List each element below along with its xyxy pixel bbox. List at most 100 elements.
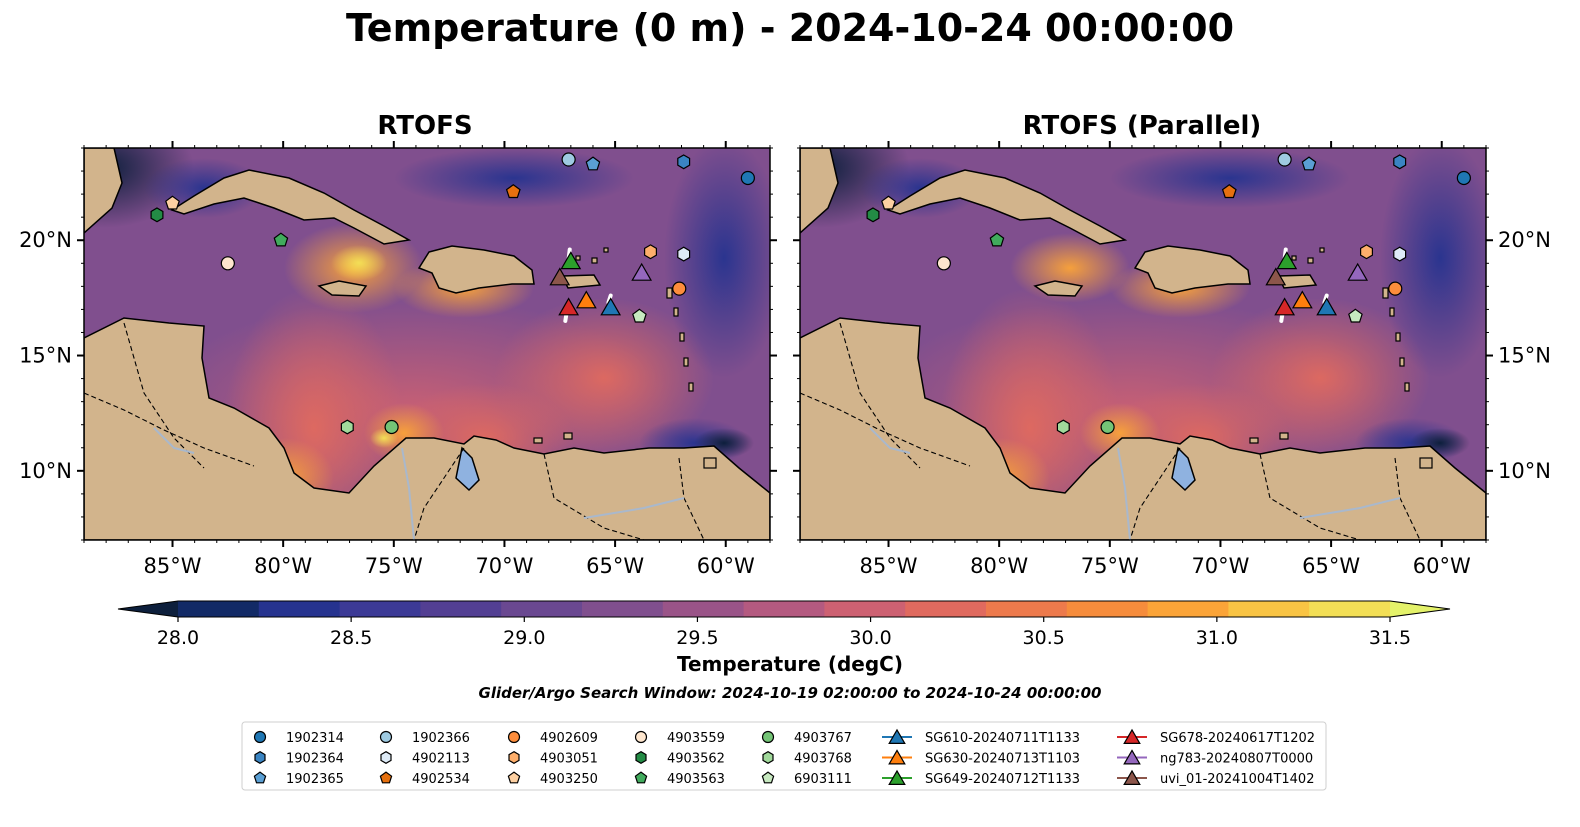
legend-float-label: 4903250 bbox=[540, 772, 598, 787]
float-marker bbox=[881, 195, 896, 210]
float-marker bbox=[340, 419, 354, 435]
legend-glider-marker bbox=[1123, 728, 1141, 745]
legend-float-label: 4903563 bbox=[667, 772, 725, 787]
lon-tick-label: 85°W bbox=[144, 554, 202, 578]
float-marker bbox=[677, 154, 691, 170]
float-marker bbox=[643, 244, 658, 260]
float-marker bbox=[677, 246, 691, 262]
legend: 1902314 1902364 1902365 1902366 4902113 49025… bbox=[241, 721, 1327, 791]
colorbar-tick-label: 30.5 bbox=[1023, 627, 1065, 649]
lon-tick-label: 70°W bbox=[1191, 554, 1249, 578]
legend-float-label: 4902534 bbox=[412, 772, 470, 787]
legend-float-label: 6903111 bbox=[794, 772, 852, 787]
glider-marker bbox=[575, 290, 597, 309]
float-marker bbox=[1348, 308, 1363, 323]
map-panel-left bbox=[83, 147, 771, 541]
float-marker bbox=[936, 256, 951, 271]
float-marker bbox=[220, 256, 235, 271]
float-marker bbox=[1393, 154, 1407, 170]
float-marker bbox=[1388, 281, 1403, 296]
panel-title-left: RTOFS bbox=[377, 111, 473, 141]
legend-float-label: 1902365 bbox=[286, 772, 344, 787]
float-marker bbox=[672, 281, 687, 296]
colorbar-bin bbox=[501, 601, 583, 617]
legend-float-marker bbox=[379, 771, 393, 784]
legend-glider-label: SG649-20240712T1133 bbox=[925, 772, 1080, 787]
search-window-subtitle: Glider/Argo Search Window: 2024-10-19 02… bbox=[478, 684, 1102, 702]
lon-tick-label: 80°W bbox=[254, 554, 312, 578]
colorbar-bin bbox=[1228, 601, 1310, 617]
lon-tick-label: 85°W bbox=[860, 554, 918, 578]
colorbar-tick-label: 29.0 bbox=[503, 627, 545, 649]
glider-marker bbox=[1276, 251, 1298, 270]
legend-float-label: 4903768 bbox=[794, 752, 852, 767]
colorbar: 28.0 28.5 29.0 29.5 30.0 30.5 31.0 31.5 bbox=[117, 600, 1451, 649]
legend-float-marker bbox=[508, 751, 520, 764]
colorbar-tick-label: 30.0 bbox=[849, 627, 891, 649]
glider-marker bbox=[1347, 262, 1369, 281]
float-marker bbox=[632, 308, 647, 323]
colorbar-bin bbox=[582, 601, 664, 617]
colorbar-tick-label: 31.0 bbox=[1196, 627, 1238, 649]
legend-float-label: 1902364 bbox=[286, 752, 344, 767]
colorbar-bin bbox=[986, 601, 1068, 617]
panel-title-right: RTOFS (Parallel) bbox=[1022, 111, 1262, 141]
colorbar-bin bbox=[905, 601, 987, 617]
glider-marker bbox=[558, 297, 580, 316]
float-marker bbox=[150, 207, 164, 223]
colorbar-bin bbox=[662, 601, 745, 617]
float-marker bbox=[1277, 152, 1292, 167]
legend-float-label: 4902113 bbox=[412, 752, 470, 767]
legend-float-marker bbox=[253, 730, 267, 744]
legend-glider-label: ng783-20240807T0000 bbox=[1160, 752, 1313, 767]
float-marker bbox=[1056, 419, 1070, 435]
lon-tick-label: 70°W bbox=[475, 554, 533, 578]
float-marker bbox=[384, 419, 399, 435]
colorbar-bin bbox=[258, 601, 341, 617]
float-marker bbox=[273, 232, 289, 247]
lat-tick-label: 10°N bbox=[1498, 459, 1551, 483]
float-marker bbox=[740, 170, 755, 186]
lon-tick-label: 65°W bbox=[1302, 554, 1360, 578]
legend-glider-marker bbox=[888, 728, 906, 745]
legend-float-label: 4903559 bbox=[667, 731, 725, 746]
legend-float-marker bbox=[254, 751, 266, 764]
legend-float-label: 4903051 bbox=[540, 752, 598, 767]
axes-layer: 85°W 80°W 75°W 70°W 65°W 60°W 10°N 15°N 20°N 85°W… bbox=[19, 141, 1551, 578]
colorbar-bin bbox=[1066, 601, 1149, 617]
legend-glider-marker bbox=[888, 769, 906, 786]
colorbar-bin bbox=[1147, 601, 1229, 617]
legend-float-marker bbox=[762, 751, 774, 764]
glider-marker bbox=[1316, 297, 1338, 316]
legend-float-label: 1902366 bbox=[412, 731, 470, 746]
legend-glider-label: SG610-20240711T1133 bbox=[925, 731, 1080, 746]
colorbar-bin bbox=[824, 601, 906, 617]
colorbar-label: Temperature (degC) bbox=[677, 652, 903, 676]
colorbar-tick-label: 31.5 bbox=[1369, 627, 1411, 649]
colorbar-bin bbox=[339, 601, 421, 617]
glider-marker bbox=[631, 262, 653, 281]
float-marker bbox=[561, 152, 576, 167]
legend-float-marker bbox=[634, 771, 648, 784]
legend-float-marker bbox=[253, 771, 267, 784]
legend-float-label: 4902609 bbox=[540, 731, 598, 746]
map-panel-right bbox=[799, 147, 1487, 541]
float-marker bbox=[1456, 170, 1471, 186]
float-marker bbox=[1301, 156, 1317, 171]
glider-marker bbox=[1265, 267, 1287, 286]
legend-glider-marker bbox=[1123, 749, 1141, 765]
float-marker bbox=[165, 195, 180, 210]
colorbar-tick-label: 28.5 bbox=[330, 627, 372, 649]
lon-tick-label: 60°W bbox=[697, 554, 755, 578]
colorbar-tick-label: 29.5 bbox=[676, 627, 718, 649]
float-marker bbox=[505, 184, 521, 199]
glider-marker bbox=[549, 267, 571, 286]
figure-title: Temperature (0 m) - 2024-10-24 00:00:00 bbox=[345, 6, 1235, 50]
lon-tick-label: 75°W bbox=[1081, 554, 1139, 578]
legend-glider-marker bbox=[1123, 769, 1141, 786]
glider-marker bbox=[560, 251, 582, 270]
float-marker bbox=[1359, 244, 1374, 260]
colorbar-bin bbox=[420, 601, 502, 617]
glider-marker bbox=[1291, 290, 1313, 309]
